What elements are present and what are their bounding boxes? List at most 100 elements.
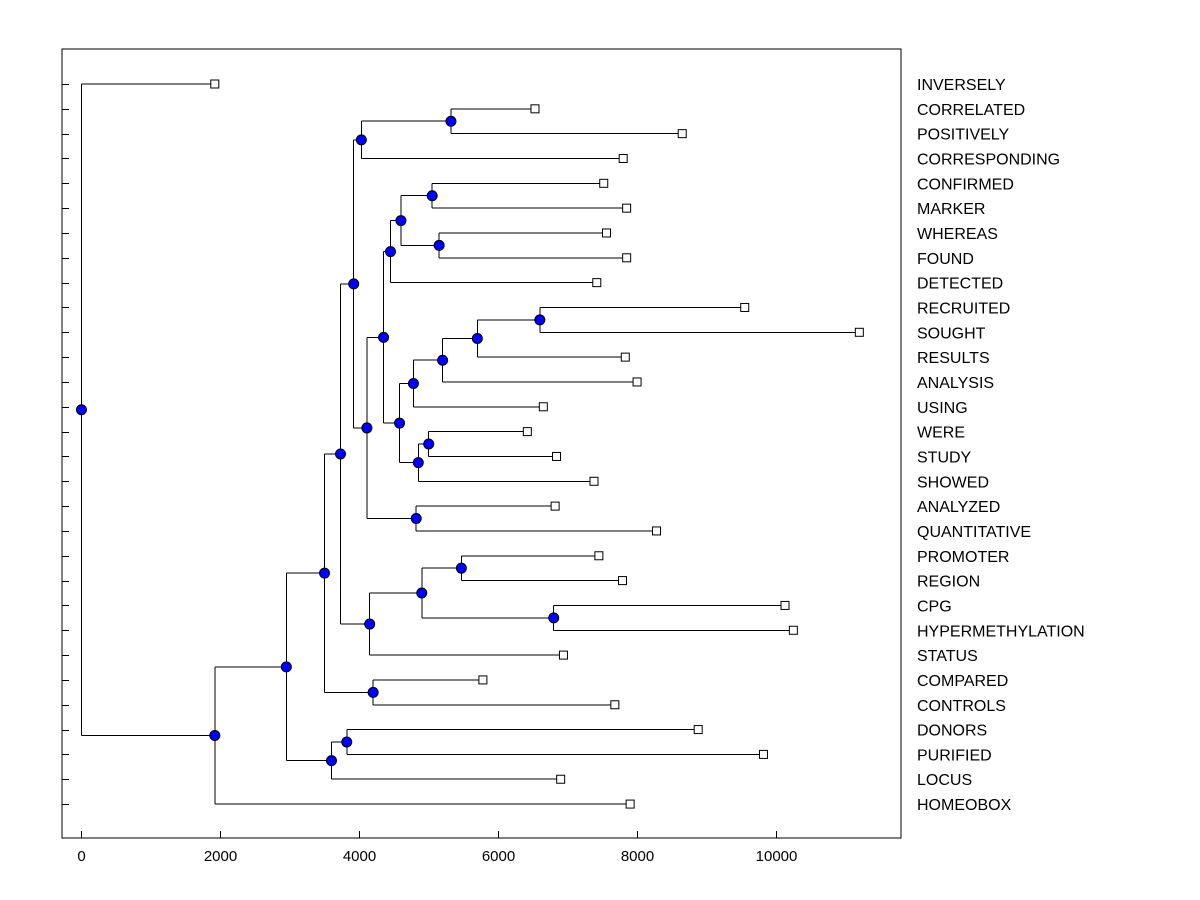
cluster-node-marker: [534, 314, 546, 326]
leaf-label: STATUS: [917, 648, 978, 665]
leaf-label: DETECTED: [917, 276, 1003, 293]
leaf-label: POSITIVELY: [917, 127, 1010, 144]
leaf-label: RESULTS: [917, 350, 990, 367]
leaf-marker: [602, 228, 612, 238]
leaf-marker: [632, 377, 642, 387]
node-markers: [75, 115, 560, 767]
cluster-node-marker: [455, 562, 467, 574]
leaf-label: HOMEOBOX: [917, 797, 1012, 814]
leaf-marker: [693, 725, 703, 735]
leaf-label: ANALYZED: [917, 499, 1000, 516]
leaf-marker: [558, 650, 568, 660]
leaf-label: INVERSELY: [917, 77, 1006, 94]
leaf-marker: [538, 402, 548, 412]
leaf-label: CPG: [917, 598, 952, 615]
leaf-marker: [622, 253, 632, 263]
leaf-label: SHOWED: [917, 474, 989, 491]
leaf-label: WERE: [917, 425, 965, 442]
leaf-label: USING: [917, 400, 968, 417]
leaf-label: MARKER: [917, 201, 985, 218]
leaf-marker: [610, 700, 620, 710]
x-axis: 0 2000 4000 6000 8000 10000: [77, 831, 797, 865]
leaf-marker: [594, 551, 604, 561]
cluster-node-marker: [426, 190, 438, 202]
y-axis-ticks: [62, 84, 69, 805]
leaf-marker: [622, 203, 632, 213]
leaf-label: STUDY: [917, 449, 972, 466]
leaf-label: WHEREAS: [917, 226, 998, 243]
cluster-node-marker: [395, 215, 407, 227]
x-tick-label: 2000: [204, 848, 237, 865]
cluster-node-marker: [471, 333, 483, 345]
leaf-marker: [617, 576, 627, 586]
x-tick-label: 8000: [621, 848, 654, 865]
cluster-node-marker: [335, 448, 347, 460]
leaf-label: DONORS: [917, 723, 987, 740]
leaf-marker: [530, 104, 540, 114]
leaf-label: FOUND: [917, 251, 974, 268]
cluster-node-marker: [361, 422, 373, 434]
leaf-label: PROMOTER: [917, 549, 1009, 566]
leaf-marker: [677, 129, 687, 139]
leaf-marker: [210, 79, 220, 89]
leaf-markers: [210, 79, 864, 809]
leaf-marker: [556, 774, 566, 784]
leaf-label: PURIFIED: [917, 747, 992, 764]
leaf-label: LOCUS: [917, 772, 972, 789]
leaf-marker: [589, 476, 599, 486]
tree-branches: [80, 83, 860, 805]
x-tick-label: 0: [77, 848, 85, 865]
leaf-marker: [854, 327, 864, 337]
leaf-label: RECRUITED: [917, 300, 1010, 317]
cluster-node-marker: [319, 567, 331, 579]
leaf-label: CORRELATED: [917, 102, 1025, 119]
cluster-node-marker: [325, 755, 337, 767]
leaf-label: HYPERMETHYLATION: [917, 623, 1085, 640]
cluster-node-marker: [410, 513, 422, 525]
cluster-node-marker: [416, 587, 428, 599]
leaf-marker: [550, 501, 560, 511]
cluster-node-marker: [75, 404, 87, 416]
cluster-node-marker: [364, 618, 376, 630]
leaf-marker: [758, 749, 768, 759]
cluster-node-marker: [445, 115, 457, 127]
leaf-label: REGION: [917, 574, 980, 591]
leaf-labels: INVERSELY CORRELATED POSITIVELY CORRESPONDI…: [917, 77, 1085, 814]
leaf-label: SOUGHT: [917, 325, 986, 342]
cluster-node-marker: [407, 378, 419, 390]
x-tick-label: 4000: [343, 848, 376, 865]
leaf-marker: [620, 352, 630, 362]
cluster-node-marker: [355, 134, 367, 146]
cluster-node-marker: [423, 438, 435, 450]
leaf-label: CONTROLS: [917, 698, 1006, 715]
cluster-node-marker: [437, 354, 449, 366]
leaf-marker: [522, 427, 532, 437]
leaf-label: COMPARED: [917, 673, 1008, 690]
leaf-marker: [652, 526, 662, 536]
cluster-node-marker: [348, 278, 360, 290]
plot-area-frame: [61, 48, 902, 839]
cluster-node-marker: [433, 239, 445, 251]
x-tick-label: 6000: [482, 848, 515, 865]
leaf-label: QUANTITATIVE: [917, 524, 1031, 541]
leaf-marker: [599, 178, 609, 188]
cluster-node-marker: [367, 686, 379, 698]
leaf-marker: [552, 451, 562, 461]
cluster-node-marker: [548, 612, 560, 624]
leaf-marker: [780, 600, 790, 610]
leaf-marker: [788, 625, 798, 635]
leaf-marker: [592, 278, 602, 288]
cluster-node-marker: [280, 661, 292, 673]
cluster-node-marker: [209, 729, 221, 741]
cluster-node-marker: [394, 417, 406, 429]
leaf-marker: [740, 302, 750, 312]
cluster-node-marker: [385, 246, 397, 258]
leaf-label: CONFIRMED: [917, 176, 1014, 193]
cluster-node-marker: [378, 331, 390, 343]
cluster-node-marker: [412, 457, 424, 469]
leaf-marker: [478, 675, 488, 685]
x-tick-label: 10000: [756, 848, 798, 865]
leaf-label: CORRESPONDING: [917, 151, 1060, 168]
leaf-marker: [618, 153, 628, 163]
